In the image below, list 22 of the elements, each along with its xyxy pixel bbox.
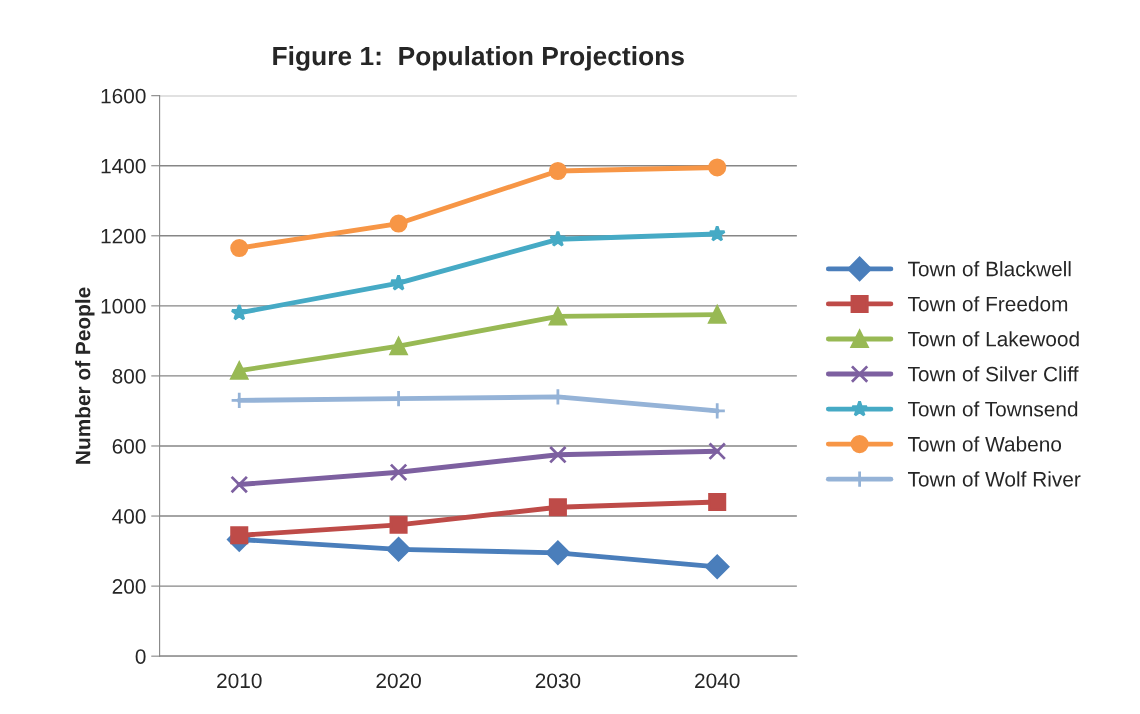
x-tick-label: 2010 (217, 673, 262, 689)
y-axis-title: Number of People (75, 287, 95, 464)
legend-label: Town of Blackwell (907, 261, 1071, 277)
y-tick-label: 600 (112, 438, 146, 454)
legend-label: Town of Silver Cliff (907, 366, 1079, 382)
y-tick-label: 800 (112, 368, 146, 384)
x-tick-label: 2020 (376, 673, 421, 689)
y-tick-label: 1600 (101, 88, 146, 104)
y-tick-label: 200 (112, 579, 146, 594)
y-tick-label: 400 (112, 509, 146, 524)
legend-label: Town of Wolf River (907, 471, 1081, 487)
y-tick-label: 1200 (101, 228, 146, 244)
x-tick-label: 2030 (535, 673, 581, 689)
chart-title: Figure 1: Population Projections (273, 46, 684, 71)
legend-label: Town of Wabeno (907, 436, 1062, 452)
legend-label: Town of Townsend (907, 401, 1078, 417)
x-tick-label: 2040 (695, 673, 740, 689)
y-tick-label: 1000 (101, 298, 146, 314)
legend-label: Town of Lakewood (907, 331, 1079, 347)
legend-label: Town of Freedom (907, 296, 1068, 312)
y-tick-label: 1400 (101, 158, 146, 174)
y-tick-label: 0 (135, 649, 146, 664)
